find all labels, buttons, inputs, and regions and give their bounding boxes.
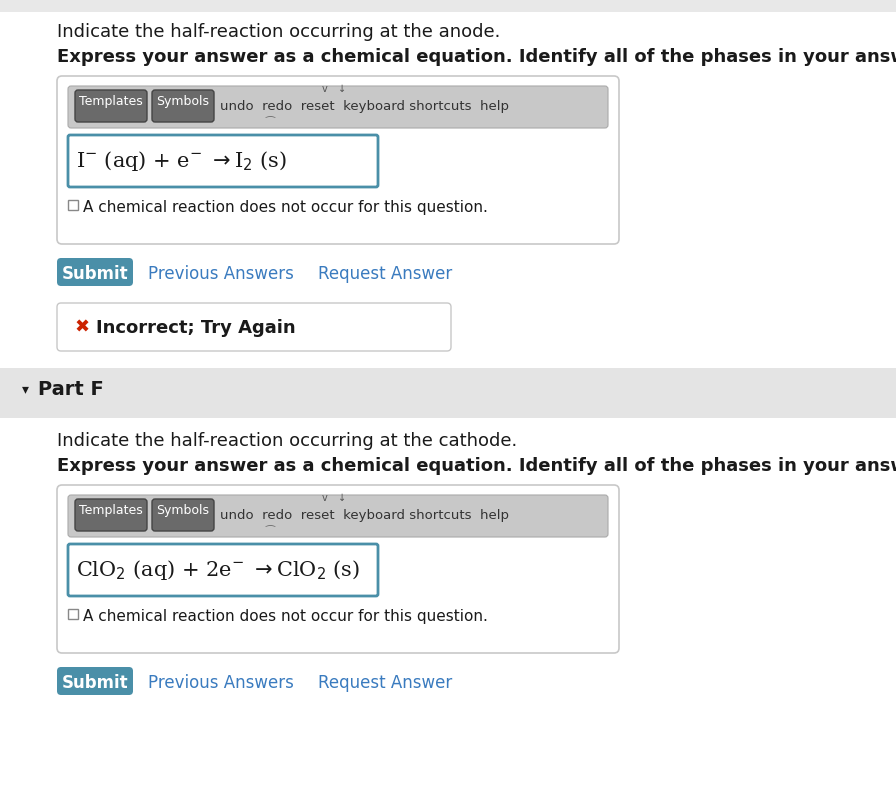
Text: ⁀: ⁀	[265, 118, 274, 128]
Bar	[68, 200, 78, 210]
Text: Incorrect; Try Again: Incorrect; Try Again	[96, 319, 296, 337]
FancyBboxPatch shape	[57, 667, 133, 695]
Text: ClO$_{2}$ (aq) + 2e$^{-}$ $\rightarrow$ClO$_{2}$ (s): ClO$_{2}$ (aq) + 2e$^{-}$ $\rightarrow$C…	[76, 558, 360, 582]
Text: Submit: Submit	[62, 674, 128, 692]
Text: Part F: Part F	[38, 380, 104, 399]
Text: Indicate the half-reaction occurring at the anode.: Indicate the half-reaction occurring at …	[57, 23, 500, 41]
Text: ↓: ↓	[338, 84, 346, 94]
Text: Submit: Submit	[62, 265, 128, 283]
FancyBboxPatch shape	[68, 86, 608, 128]
Text: ⁀: ⁀	[265, 527, 274, 537]
Text: A chemical reaction does not occur for this question.: A chemical reaction does not occur for t…	[83, 609, 488, 624]
Text: Symbols: Symbols	[157, 95, 210, 108]
Text: v: v	[322, 84, 328, 94]
Text: ↓: ↓	[338, 493, 346, 503]
Text: undo  redo  reset  keyboard shortcuts  help: undo redo reset keyboard shortcuts help	[220, 100, 509, 113]
FancyBboxPatch shape	[152, 499, 214, 531]
FancyBboxPatch shape	[68, 135, 378, 187]
Text: undo  redo  reset  keyboard shortcuts  help: undo redo reset keyboard shortcuts help	[220, 509, 509, 522]
FancyBboxPatch shape	[57, 303, 451, 351]
Text: I$^{-}$ (aq) + e$^{-}$ $\rightarrow$I$_{2}$ (s): I$^{-}$ (aq) + e$^{-}$ $\rightarrow$I$_{…	[76, 149, 287, 173]
Text: Templates: Templates	[79, 504, 142, 517]
FancyBboxPatch shape	[57, 485, 619, 653]
Bar	[0, 0, 896, 12]
Bar	[68, 609, 78, 619]
FancyBboxPatch shape	[75, 90, 147, 122]
FancyBboxPatch shape	[152, 90, 214, 122]
Text: v: v	[322, 493, 328, 503]
Text: Previous Answers: Previous Answers	[148, 674, 294, 692]
Bar	[0, 368, 896, 418]
FancyBboxPatch shape	[57, 258, 133, 286]
FancyBboxPatch shape	[57, 76, 619, 244]
Text: A chemical reaction does not occur for this question.: A chemical reaction does not occur for t…	[83, 200, 488, 215]
Text: Express your answer as a chemical equation. Identify all of the phases in your a: Express your answer as a chemical equati…	[57, 48, 896, 66]
Text: Request Answer: Request Answer	[318, 265, 452, 283]
Text: ✖: ✖	[74, 319, 89, 337]
Text: Indicate the half-reaction occurring at the cathode.: Indicate the half-reaction occurring at …	[57, 432, 517, 450]
FancyBboxPatch shape	[68, 544, 378, 596]
Text: Symbols: Symbols	[157, 504, 210, 517]
Text: Templates: Templates	[79, 95, 142, 108]
Text: Express your answer as a chemical equation. Identify all of the phases in your a: Express your answer as a chemical equati…	[57, 457, 896, 475]
FancyBboxPatch shape	[68, 495, 608, 537]
Text: ▾: ▾	[22, 382, 29, 396]
FancyBboxPatch shape	[75, 499, 147, 531]
Text: Previous Answers: Previous Answers	[148, 265, 294, 283]
Text: Request Answer: Request Answer	[318, 674, 452, 692]
